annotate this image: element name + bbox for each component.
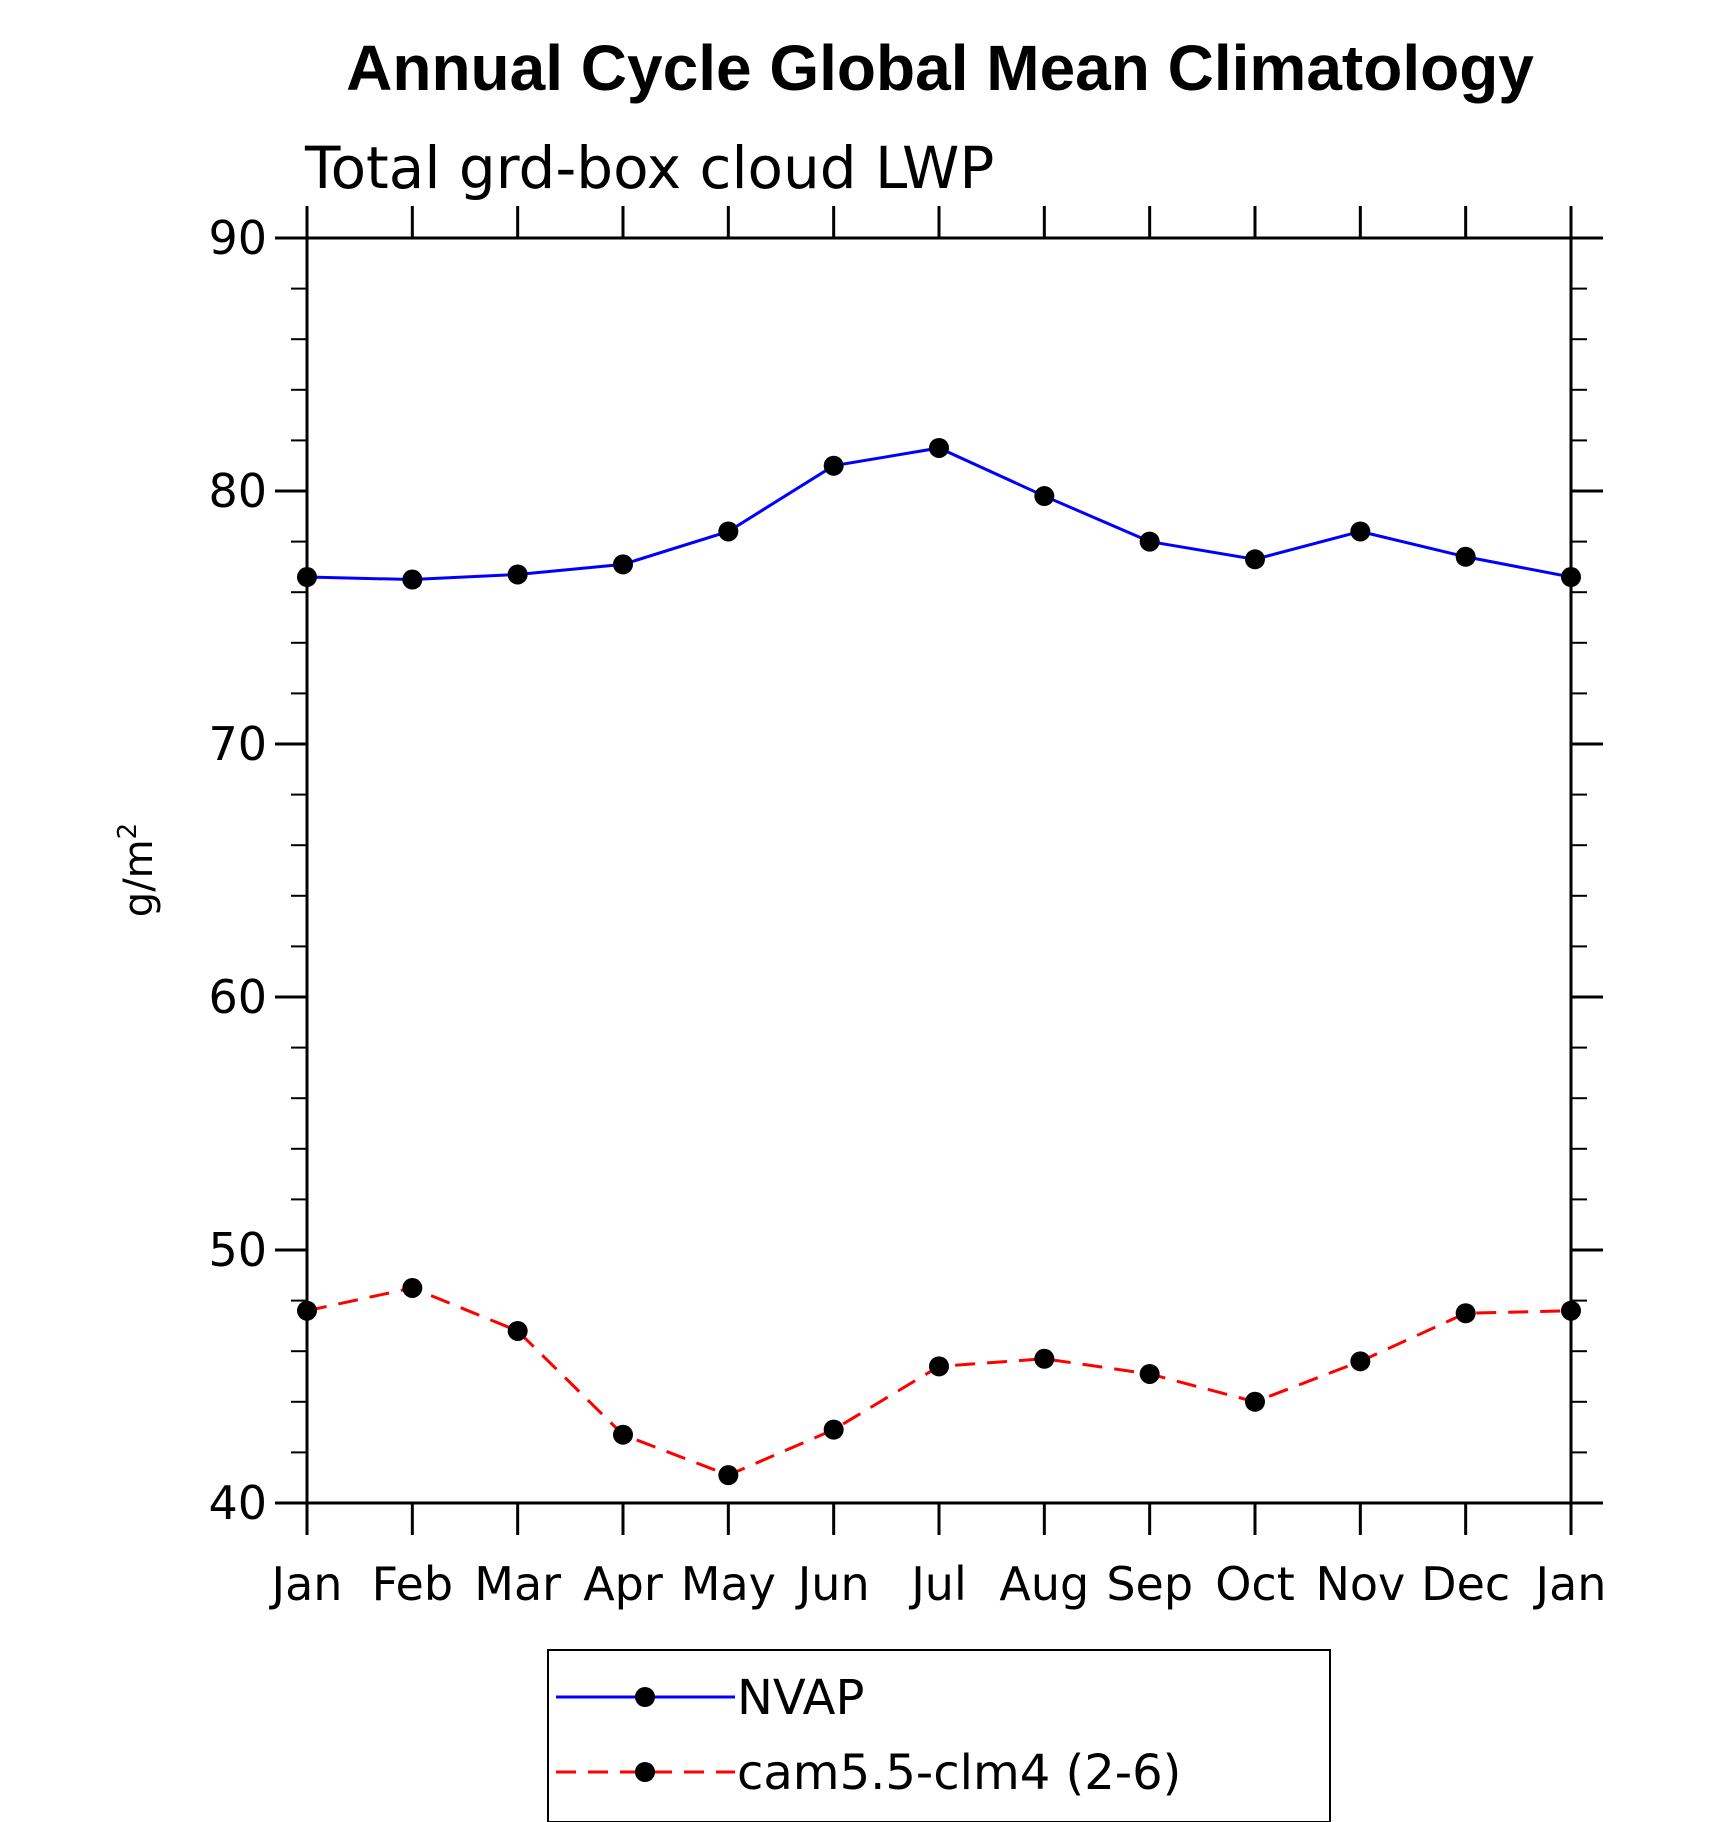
- series-0-point: [402, 569, 423, 590]
- y-tick-label: 70: [208, 717, 267, 771]
- legend: NVAP cam5.5-clm4 (2-6): [547, 1649, 1331, 1822]
- series-layer: [297, 437, 1581, 1486]
- series-1-point: [1245, 1391, 1265, 1412]
- y-tick-label: 60: [208, 970, 267, 1024]
- series-1-point: [929, 1356, 949, 1377]
- legend-label-cam: cam5.5-clm4 (2-6): [737, 1745, 1181, 1801]
- x-tick-label: Jan: [269, 1557, 343, 1611]
- y-tick-label: 50: [208, 1223, 267, 1277]
- series-0-point: [1034, 486, 1055, 507]
- series-1-point: [823, 1419, 844, 1440]
- series-1-point: [718, 1465, 739, 1486]
- y-tick-label: 80: [208, 464, 267, 518]
- chart-title: Annual Cycle Global Mean Climatology: [346, 32, 1534, 104]
- series-line-0: [306, 446, 1572, 582]
- x-tick-label: Jan: [1533, 1557, 1607, 1611]
- x-tick-label: May: [681, 1557, 776, 1611]
- y-axis-label-exponent: 2: [113, 823, 143, 840]
- series-1-point: [1034, 1348, 1055, 1369]
- legend-marker-cam: [635, 1762, 655, 1782]
- series-0-point: [1245, 549, 1265, 570]
- y-tick-label: 90: [208, 211, 267, 265]
- x-tick-label: Oct: [1215, 1557, 1295, 1611]
- minor-ticks: [291, 287, 1587, 1454]
- series-1-point: [297, 1300, 317, 1321]
- plot-area-border: [305, 236, 1573, 1505]
- series-0-point: [1561, 567, 1581, 588]
- x-tick-label: Feb: [372, 1557, 453, 1611]
- series-0-point: [718, 521, 739, 542]
- x-axis: Jan Feb Mar Apr May Jun Jul Aug Sep Oct Nov Dec Jan: [269, 206, 1607, 1611]
- x-tick-label: Jun: [795, 1557, 870, 1611]
- x-tick-label: Jul: [908, 1557, 967, 1611]
- legend-marker-nvap: [635, 1687, 655, 1707]
- series-0-point: [1350, 521, 1371, 542]
- x-tick-label: Mar: [474, 1557, 561, 1611]
- y-tick-label: 40: [208, 1476, 267, 1530]
- x-tick-label: Sep: [1106, 1557, 1193, 1611]
- series-1-point: [1455, 1303, 1476, 1324]
- series-0-point: [823, 455, 844, 476]
- series-1-point: [1350, 1351, 1371, 1372]
- series-1-point: [1139, 1363, 1160, 1384]
- series-1-point: [1561, 1300, 1581, 1321]
- x-tick-label: Apr: [583, 1557, 663, 1611]
- series-0-point: [613, 554, 633, 575]
- legend-label-nvap: NVAP: [737, 1670, 864, 1726]
- x-tick-label: Aug: [999, 1557, 1089, 1611]
- y-axis-label: g/m2: [113, 823, 162, 917]
- series-1-point: [613, 1424, 633, 1445]
- series-0-point: [1455, 546, 1476, 567]
- chart-subtitle: Total grd-box cloud LWP: [304, 134, 994, 202]
- plot-frame: [305, 236, 1573, 1505]
- series-0-point: [297, 567, 317, 588]
- series-1-point: [507, 1320, 528, 1341]
- series-0-point: [929, 437, 949, 458]
- legend-box: [547, 1649, 1331, 1822]
- y-axis-label-unit: g/m: [116, 839, 162, 917]
- x-tick-label: Dec: [1421, 1557, 1510, 1611]
- y-axis: 40 50 60 70 80 90: [208, 211, 1603, 1530]
- series-1-point: [402, 1277, 423, 1298]
- series-0-point: [507, 564, 528, 585]
- series-line-1: [306, 1286, 1572, 1477]
- x-tick-label: Nov: [1315, 1557, 1405, 1611]
- series-0-point: [1139, 531, 1160, 552]
